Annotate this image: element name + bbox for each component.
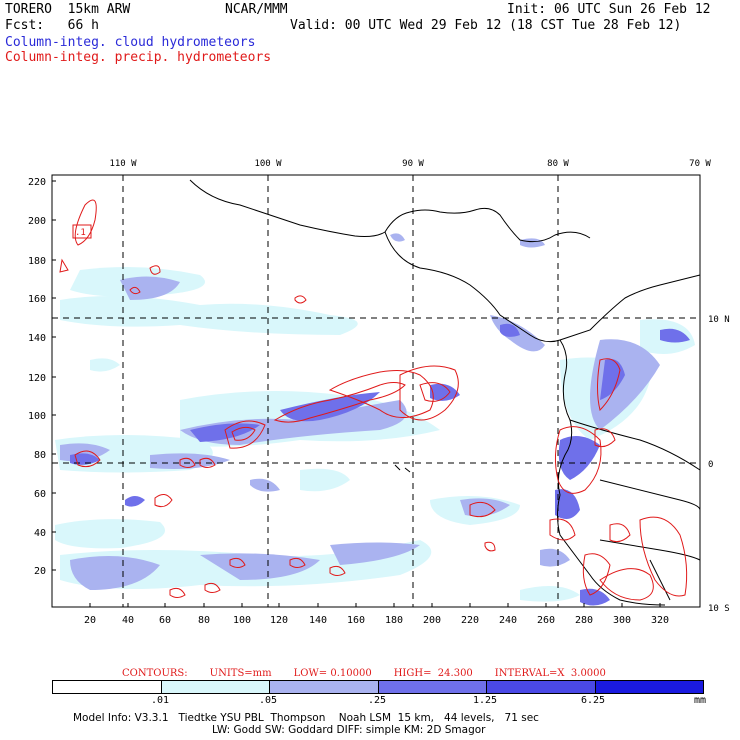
x-tick: 60 bbox=[159, 615, 171, 626]
lat-label: 10 S bbox=[708, 604, 730, 614]
x-tick: 80 bbox=[198, 615, 210, 626]
model-info-line2: LW: Godd SW: Goddard DIFF: simple KM: 2D… bbox=[212, 724, 486, 736]
lon-label: 110 W bbox=[109, 159, 137, 169]
x-tick: 240 bbox=[499, 615, 517, 626]
forecast-hour: Fcst: 66 h bbox=[5, 18, 99, 33]
colorbar-bin bbox=[487, 681, 596, 693]
colorbar-label: 1.25 bbox=[472, 695, 498, 706]
field-precip-label: Column-integ. precip. hydrometeors bbox=[5, 50, 272, 65]
coastlines bbox=[189, 179, 701, 606]
colorbar-bin bbox=[161, 681, 270, 693]
cloud-shading bbox=[55, 233, 695, 606]
lat-label: 10 N bbox=[708, 315, 730, 325]
contour-label: CONTOURS: bbox=[122, 668, 188, 679]
lat-label: 0 bbox=[708, 460, 713, 470]
init-time: Init: 06 UTC Sun 26 Feb 12 bbox=[507, 2, 711, 17]
colorbar-unit: mm bbox=[693, 695, 707, 706]
y-tick: 120 bbox=[28, 373, 46, 384]
colorbar-label: 6.25 bbox=[580, 695, 606, 706]
valid-time: Valid: 00 UTC Wed 29 Feb 12 (18 CST Tue … bbox=[290, 18, 682, 33]
colorbar-bin bbox=[53, 681, 162, 693]
y-tick: 40 bbox=[34, 528, 46, 539]
precip-contours bbox=[59, 199, 688, 601]
contour-units: UNITS=mm bbox=[209, 668, 272, 679]
contour-interval: INTERVAL=X 3.0000 bbox=[494, 668, 606, 679]
lon-label: 70 W bbox=[689, 159, 711, 169]
y-tick: 200 bbox=[28, 216, 46, 227]
model-info-line1: Model Info: V3.3.1 Tiedtke YSU PBL Thomp… bbox=[73, 712, 539, 724]
colorbar-label: .01 bbox=[150, 695, 170, 706]
x-tick: 160 bbox=[347, 615, 365, 626]
x-tick: 220 bbox=[461, 615, 479, 626]
y-tick: 180 bbox=[28, 256, 46, 267]
y-tick: 20 bbox=[34, 566, 46, 577]
contour-high: HIGH= 24.300 bbox=[393, 668, 473, 679]
lon-label: 80 W bbox=[547, 159, 569, 169]
y-tick: 100 bbox=[28, 411, 46, 422]
model-title: TORERO 15km ARW bbox=[5, 2, 131, 17]
x-tick-marks bbox=[89, 603, 661, 607]
contour-low: LOW= 0.10000 bbox=[293, 668, 372, 679]
colorbar-bin bbox=[595, 681, 703, 693]
x-tick: 180 bbox=[385, 615, 403, 626]
x-tick: 260 bbox=[537, 615, 555, 626]
colorbar bbox=[52, 680, 704, 694]
contour-summary: CONTOURS: UNITS=mm LOW= 0.10000 HIGH= 24.30… bbox=[122, 668, 628, 679]
colorbar-bin bbox=[270, 681, 379, 693]
lon-label: 100 W bbox=[254, 159, 282, 169]
colorbar-label: .05 bbox=[258, 695, 278, 706]
x-tick: 300 bbox=[613, 615, 631, 626]
x-tick: 280 bbox=[575, 615, 593, 626]
y-tick: 220 bbox=[28, 177, 46, 188]
field-cloud-label: Column-integ. cloud hydrometeors bbox=[5, 35, 256, 50]
map-frame bbox=[51, 174, 701, 608]
colorbar-bin bbox=[378, 681, 487, 693]
x-tick: 100 bbox=[233, 615, 251, 626]
org-label: NCAR/MMM bbox=[225, 2, 288, 17]
x-tick: 20 bbox=[84, 615, 96, 626]
y-tick: 60 bbox=[34, 489, 46, 500]
x-tick: 40 bbox=[122, 615, 134, 626]
x-tick: 140 bbox=[309, 615, 327, 626]
colorbar-label: .25 bbox=[367, 695, 387, 706]
y-tick: 140 bbox=[28, 333, 46, 344]
y-tick-labels: 220 200 180 160 140 120 100 80 60 40 20 bbox=[28, 177, 46, 577]
x-tick: 320 bbox=[651, 615, 669, 626]
y-tick: 80 bbox=[34, 450, 46, 461]
graticule bbox=[52, 175, 700, 607]
contour-box-label: .1 bbox=[75, 228, 86, 238]
x-tick: 200 bbox=[423, 615, 441, 626]
y-tick-marks bbox=[52, 180, 56, 571]
y-tick: 160 bbox=[28, 294, 46, 305]
x-tick: 120 bbox=[270, 615, 288, 626]
lon-label: 90 W bbox=[402, 159, 424, 169]
x-tick-labels: 20 40 60 80 100 120 140 160 180 200 220 … bbox=[84, 615, 669, 626]
